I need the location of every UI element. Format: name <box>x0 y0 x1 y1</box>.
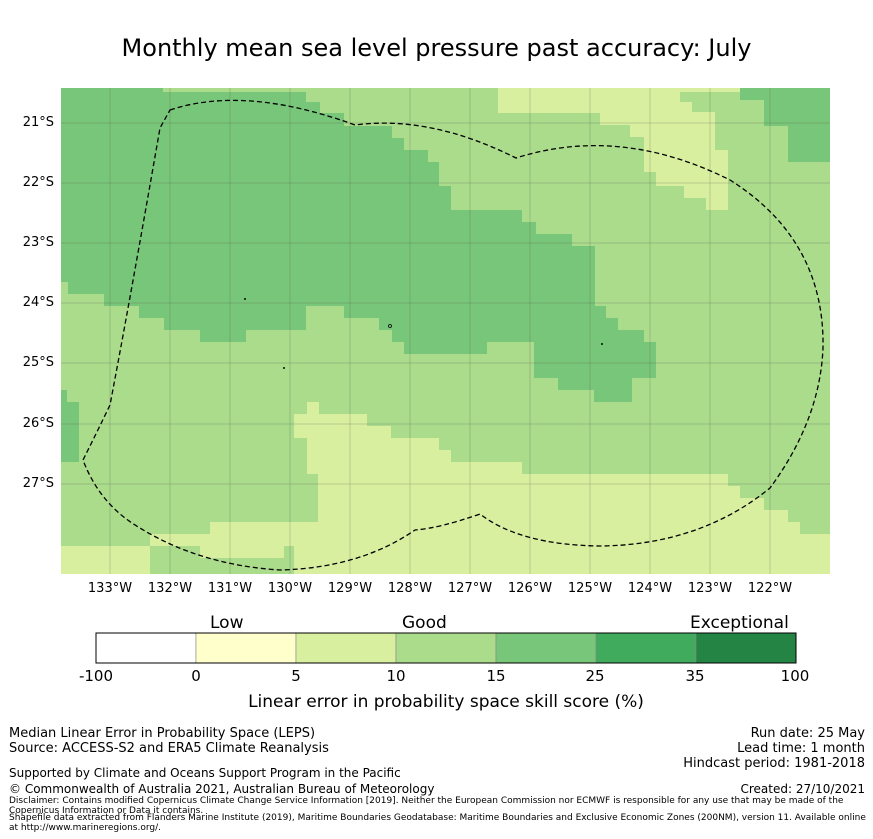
colorbar-tick-label: 25 <box>585 667 605 685</box>
lon-tick-label: 122°W <box>747 581 793 596</box>
colorbar-frame <box>95 632 797 664</box>
colorbar-category-low: Low <box>210 613 244 633</box>
colorbar-segment <box>395 632 497 664</box>
lat-tick-label: 27°S <box>22 476 54 491</box>
colorbar-tick-label: 35 <box>685 667 705 685</box>
lat-tick-label: 22°S <box>22 175 54 190</box>
region-15-25-west <box>61 390 79 462</box>
lon-tick-label: 124°W <box>627 581 673 596</box>
colorbar-tick-label: 0 <box>191 667 201 685</box>
region-good-5-10-northeast <box>498 88 752 210</box>
lon-tick-label: 132°W <box>147 581 193 596</box>
lat-tick-label: 26°S <box>22 416 54 431</box>
lon-tick-label: 133°W <box>87 581 133 596</box>
footer-source: Source: ACCESS-S2 and ERA5 Climate Reana… <box>9 741 329 756</box>
colorbar-category-exceptional: Exceptional <box>690 613 789 633</box>
lat-tick-label: 23°S <box>22 235 54 250</box>
islands <box>243 297 604 369</box>
run-date: Run date: 25 May <box>750 726 865 741</box>
footer-support: Supported by Climate and Oceans Support … <box>9 766 401 780</box>
colorbar-segment <box>295 632 397 664</box>
colorbar-tick-label: -100 <box>78 667 114 685</box>
lon-tick-label: 128°W <box>387 581 433 596</box>
colorbar-segment <box>195 632 297 664</box>
lon-tick-label: 126°W <box>507 581 553 596</box>
region-15-25-northeast <box>740 88 830 162</box>
colorbar-tick-label: 5 <box>291 667 301 685</box>
eez-boundary <box>82 99 824 571</box>
region-10-15-southwest <box>284 546 294 558</box>
lat-tick-label: 21°S <box>22 115 54 130</box>
lon-tick-label: 125°W <box>567 581 613 596</box>
created-date: Created: 27/10/2021 <box>740 782 865 796</box>
lon-tick-label: 130°W <box>267 581 313 596</box>
lon-tick-label: 131°W <box>207 581 253 596</box>
region-15-25-main <box>61 88 656 402</box>
lon-tick-label: 129°W <box>327 581 373 596</box>
shapefile-credit: Shapefile data extracted from Flanders M… <box>9 813 866 833</box>
lon-tick-label: 123°W <box>687 581 733 596</box>
colorbar-tick-label: 100 <box>780 667 810 685</box>
colorbar-tick-label: 15 <box>486 667 506 685</box>
colorbar-segment <box>695 632 797 664</box>
colorbar-segment <box>595 632 697 664</box>
chart-title: Monthly mean sea level pressure past acc… <box>121 34 752 62</box>
hindcast-period: Hindcast period: 1981-2018 <box>683 756 865 771</box>
lat-tick-label: 24°S <box>22 295 54 310</box>
colorbar-title: Linear error in probability space skill … <box>248 692 644 712</box>
lat-tick-label: 25°S <box>22 355 54 370</box>
colorbar-segment <box>495 632 597 664</box>
lon-tick-label: 127°W <box>447 581 493 596</box>
disclaimer: Disclaimer: Contains modified Copernicus… <box>9 796 844 816</box>
colorbar-segment <box>95 632 197 664</box>
colorbar <box>95 632 797 664</box>
lead-time: Lead time: 1 month <box>737 741 865 756</box>
footer-copyright: © Commonwealth of Australia 2021, Austra… <box>9 782 435 796</box>
footer-method: Median Linear Error in Probability Space… <box>9 726 316 741</box>
colorbar-category-good: Good <box>402 613 447 633</box>
region-good-5-10-south <box>61 402 830 574</box>
colorbar-tick-label: 10 <box>386 667 406 685</box>
